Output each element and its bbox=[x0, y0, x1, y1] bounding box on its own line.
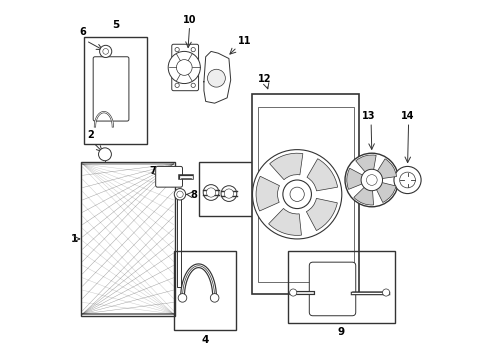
Text: 12: 12 bbox=[258, 73, 271, 84]
Wedge shape bbox=[347, 168, 366, 189]
Bar bbox=[84, 37, 147, 144]
Wedge shape bbox=[306, 198, 337, 230]
Circle shape bbox=[345, 153, 398, 207]
Circle shape bbox=[221, 186, 237, 202]
Circle shape bbox=[191, 48, 196, 52]
Wedge shape bbox=[256, 176, 279, 211]
Circle shape bbox=[178, 294, 187, 302]
FancyBboxPatch shape bbox=[93, 57, 129, 121]
Text: 5: 5 bbox=[112, 20, 119, 30]
Circle shape bbox=[290, 289, 297, 296]
Wedge shape bbox=[307, 159, 338, 191]
Bar bbox=[198, 162, 261, 216]
Circle shape bbox=[175, 83, 179, 87]
Circle shape bbox=[206, 188, 216, 197]
FancyBboxPatch shape bbox=[172, 44, 198, 91]
Wedge shape bbox=[354, 185, 373, 205]
FancyBboxPatch shape bbox=[309, 262, 356, 316]
Circle shape bbox=[176, 60, 192, 75]
Text: 13: 13 bbox=[362, 111, 375, 121]
Circle shape bbox=[103, 49, 109, 54]
Circle shape bbox=[210, 294, 219, 302]
Text: 10: 10 bbox=[183, 15, 196, 24]
Text: 3: 3 bbox=[265, 186, 271, 197]
Circle shape bbox=[177, 191, 183, 198]
Circle shape bbox=[394, 166, 421, 194]
Circle shape bbox=[383, 289, 390, 296]
Bar bbox=[252, 94, 359, 294]
Bar bbox=[173, 251, 236, 330]
FancyBboxPatch shape bbox=[156, 166, 182, 187]
Wedge shape bbox=[356, 155, 376, 175]
Polygon shape bbox=[204, 51, 231, 103]
Text: 11: 11 bbox=[238, 36, 251, 46]
Circle shape bbox=[367, 175, 377, 185]
Circle shape bbox=[203, 185, 219, 201]
Circle shape bbox=[174, 189, 186, 200]
Text: 4: 4 bbox=[201, 335, 209, 345]
Circle shape bbox=[361, 169, 383, 191]
Wedge shape bbox=[376, 159, 396, 179]
Wedge shape bbox=[375, 182, 396, 202]
Circle shape bbox=[283, 180, 312, 208]
Bar bbox=[258, 107, 354, 282]
Circle shape bbox=[175, 48, 179, 52]
Circle shape bbox=[98, 148, 111, 161]
Wedge shape bbox=[269, 208, 301, 235]
Text: 2: 2 bbox=[87, 130, 94, 140]
Text: 7: 7 bbox=[150, 166, 157, 176]
Circle shape bbox=[400, 172, 416, 188]
Text: 14: 14 bbox=[401, 111, 414, 121]
Wedge shape bbox=[270, 153, 303, 180]
Circle shape bbox=[99, 45, 112, 58]
Text: 1: 1 bbox=[71, 234, 78, 244]
Text: 8: 8 bbox=[191, 190, 197, 200]
Text: 6: 6 bbox=[79, 27, 86, 37]
Circle shape bbox=[224, 189, 234, 198]
Circle shape bbox=[191, 83, 196, 87]
Bar bbox=[81, 162, 175, 316]
Circle shape bbox=[207, 69, 225, 87]
Text: 9: 9 bbox=[338, 327, 345, 337]
Circle shape bbox=[252, 150, 342, 239]
Bar bbox=[177, 191, 181, 287]
Circle shape bbox=[168, 51, 200, 84]
Bar bbox=[288, 251, 395, 323]
Circle shape bbox=[290, 187, 304, 202]
